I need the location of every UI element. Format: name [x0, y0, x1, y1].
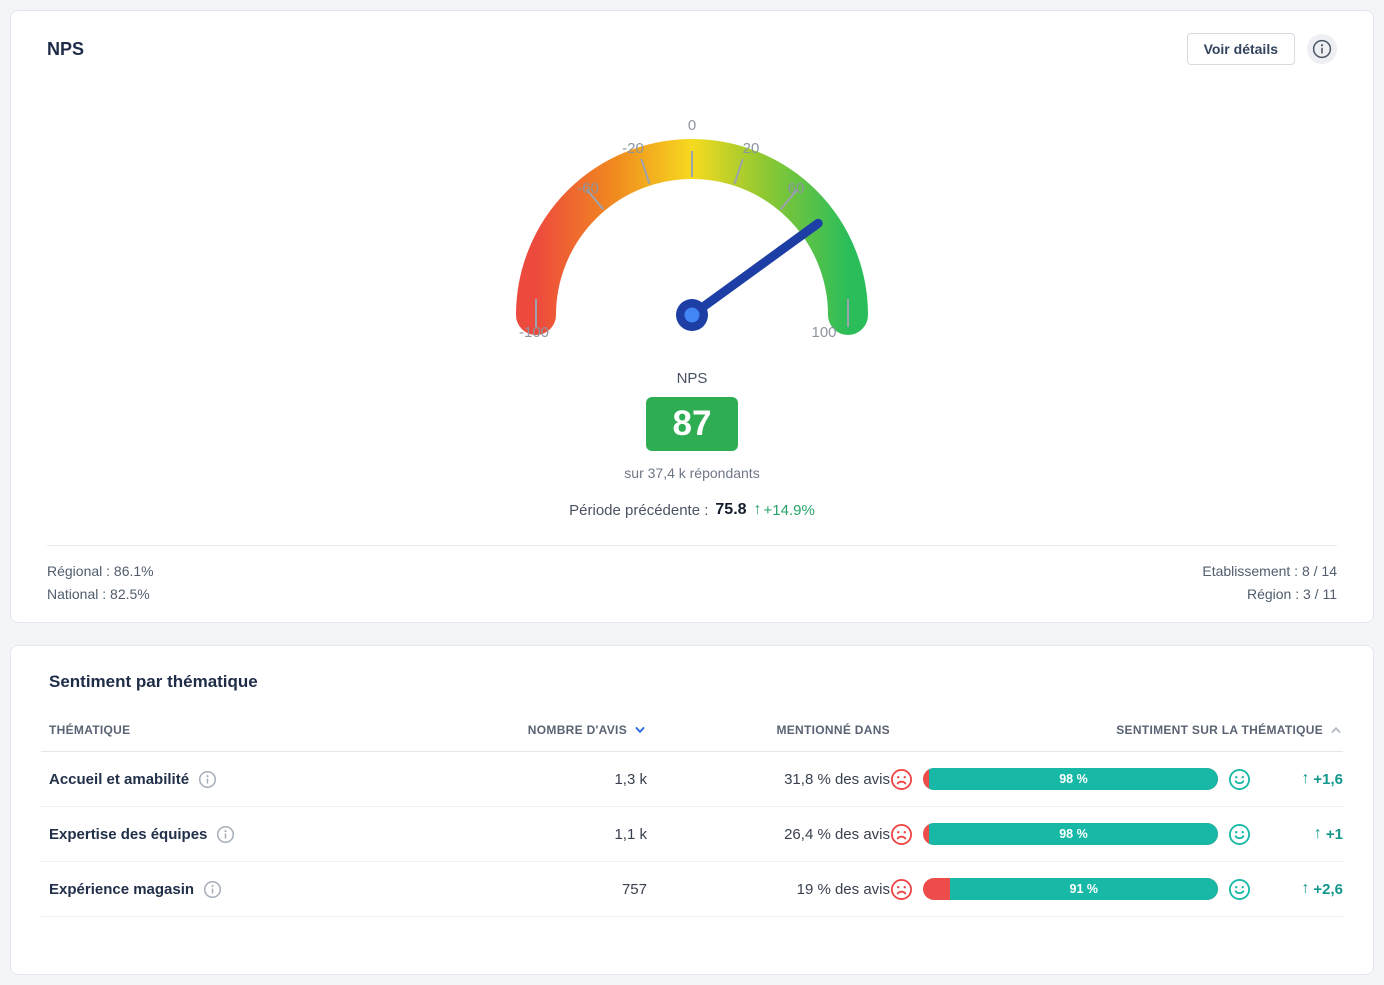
sentiment-bar-value: 98 %: [1059, 827, 1088, 841]
regional-stat: Régional : 86.1%: [47, 563, 154, 579]
column-mentionne-dans-label: MENTIONNÉ DANS: [776, 722, 890, 737]
sort-down-icon: [635, 726, 645, 733]
theme-cell: Expérience magasin: [49, 880, 467, 899]
nps-card: NPS Voir détails: [10, 10, 1374, 623]
nps-gauge-label: NPS: [676, 370, 708, 387]
sad-face-icon: [890, 823, 913, 846]
sentiment-cell: 98 % ↑ +1,6: [890, 768, 1343, 791]
arrow-up-icon: ↑: [1301, 880, 1310, 897]
happy-face-icon: [1228, 768, 1251, 791]
nps-info-icon[interactable]: [1307, 34, 1337, 64]
sentiment-bar: 91 %: [923, 878, 1218, 900]
column-mentionne-dans[interactable]: MENTIONNÉ DANS: [647, 723, 890, 737]
nps-summary: NPS 87 sur 37,4 k répondants Période pré…: [47, 370, 1337, 519]
voir-details-button[interactable]: Voir détails: [1186, 33, 1295, 65]
column-thematique[interactable]: THÉMATIQUE: [49, 723, 467, 737]
theme-label: Accueil et amabilité: [49, 770, 190, 788]
national-stat: National : 82.5%: [47, 586, 150, 602]
previous-period-value: 75.8: [715, 501, 747, 518]
previous-change-value: +14.9%: [763, 501, 815, 519]
sentiment-cell: 98 % ↑ +1: [890, 823, 1343, 846]
gauge-tick-labels: -100 -60 -20 0 20 60 100: [519, 117, 837, 341]
benchmark-stats: Régional : 86.1% National : 82.5%: [47, 560, 154, 606]
gauge-tick-label: 60: [788, 180, 805, 197]
column-nombre-avis-label: NOMBRE D'AVIS: [527, 722, 627, 737]
sentiment-table: THÉMATIQUE NOMBRE D'AVIS MENTIONNÉ DANS …: [41, 708, 1343, 917]
nps-gauge: -100 -60 -20 0 20 60 100: [482, 103, 902, 348]
nps-respondents: sur 37,4 k répondants: [624, 465, 760, 481]
theme-info-icon[interactable]: [198, 770, 217, 789]
sentiment-change: ↑ +1: [1314, 826, 1343, 843]
theme-label: Expérience magasin: [49, 880, 195, 898]
sentiment-card-title: Sentiment par thématique: [49, 672, 258, 691]
arrow-up-icon: ↑: [1313, 825, 1322, 842]
column-sentiment-label: SENTIMENT SUR LA THÉMATIQUE: [1116, 722, 1323, 737]
review-count: 757: [621, 880, 647, 898]
nps-card-actions: Voir détails: [1186, 33, 1337, 65]
sentiment-change: ↑ +1,6: [1301, 771, 1343, 788]
gauge-tick-label: -100: [519, 324, 549, 341]
table-row: Expérience magasin 757 19 % des avis: [41, 862, 1343, 917]
previous-period-change: ↑ +14.9%: [754, 502, 815, 519]
info-icon: [1312, 39, 1332, 59]
mentioned-in: 19 % des avis: [796, 880, 890, 898]
column-sentiment[interactable]: SENTIMENT SUR LA THÉMATIQUE: [890, 723, 1343, 737]
nps-score-badge: 87: [646, 397, 738, 451]
sad-face-icon: [890, 878, 913, 901]
table-row: Accueil et amabilité 1,3 k 31,8 % des av…: [41, 752, 1343, 807]
sort-up-icon: [1331, 726, 1341, 733]
sentiment-bar-positive: 98 %: [928, 768, 1218, 790]
table-header-row: THÉMATIQUE NOMBRE D'AVIS MENTIONNÉ DANS …: [41, 708, 1343, 752]
ranking-stats: Etablissement : 8 / 14 Région : 3 / 11: [1202, 560, 1337, 606]
gauge-tick-label: 0: [688, 117, 696, 134]
happy-face-icon: [1228, 823, 1251, 846]
previous-period-line: Période précédente : 75.8 ↑ +14.9%: [47, 501, 1337, 519]
theme-info-icon[interactable]: [203, 880, 222, 899]
previous-period-label: Période précédente :: [569, 501, 709, 519]
sentiment-bar-positive: 91 %: [949, 878, 1218, 900]
sentiment-cell: 91 % ↑ +2,6: [890, 878, 1343, 901]
region-rank: Région : 3 / 11: [1246, 586, 1337, 602]
review-count: 1,3 k: [614, 770, 647, 788]
gauge-tick-label: -20: [622, 140, 644, 157]
mentioned-in: 31,8 % des avis: [784, 770, 890, 788]
sentiment-bar-value: 91 %: [1069, 882, 1099, 896]
happy-face-icon: [1228, 878, 1251, 901]
nps-card-footer: Régional : 86.1% National : 82.5% Etabli…: [47, 545, 1337, 606]
theme-cell: Expertise des équipes: [49, 825, 467, 844]
gauge-tick-label: 20: [743, 140, 760, 157]
sentiment-change-value: +2,6: [1313, 880, 1343, 898]
gauge-tick-label: 100: [811, 324, 836, 341]
column-nombre-avis[interactable]: NOMBRE D'AVIS: [467, 723, 647, 737]
table-row: Expertise des équipes 1,1 k 26,4 % des a…: [41, 807, 1343, 862]
arrow-up-icon: ↑: [753, 501, 762, 518]
sad-face-icon: [890, 768, 913, 791]
nps-card-header: NPS Voir détails: [47, 33, 1337, 65]
theme-cell: Accueil et amabilité: [49, 770, 467, 789]
gauge-tick-label: -60: [577, 180, 599, 197]
gauge-needle: [676, 218, 823, 331]
sentiment-bar-positive: 98 %: [928, 823, 1218, 845]
sentiment-change-value: +1,6: [1313, 770, 1343, 788]
column-thematique-label: THÉMATIQUE: [49, 722, 131, 737]
establishment-rank: Etablissement : 8 / 14: [1202, 563, 1337, 579]
theme-info-icon[interactable]: [216, 825, 235, 844]
sentiment-card: Sentiment par thématique THÉMATIQUE NOMB…: [10, 645, 1374, 975]
sentiment-change: ↑ +2,6: [1301, 881, 1343, 898]
gauge-ticks: [535, 151, 849, 327]
sentiment-bar-value: 98 %: [1059, 772, 1088, 786]
sentiment-change-value: +1: [1325, 825, 1343, 843]
nps-card-title: NPS: [47, 38, 85, 59]
nps-score-value: 87: [672, 404, 712, 443]
sentiment-bar: 98 %: [923, 768, 1218, 790]
review-count: 1,1 k: [614, 825, 647, 843]
mentioned-in: 26,4 % des avis: [784, 825, 890, 843]
theme-label: Expertise des équipes: [49, 825, 208, 843]
sentiment-bar: 98 %: [923, 823, 1218, 845]
arrow-up-icon: ↑: [1301, 770, 1310, 787]
